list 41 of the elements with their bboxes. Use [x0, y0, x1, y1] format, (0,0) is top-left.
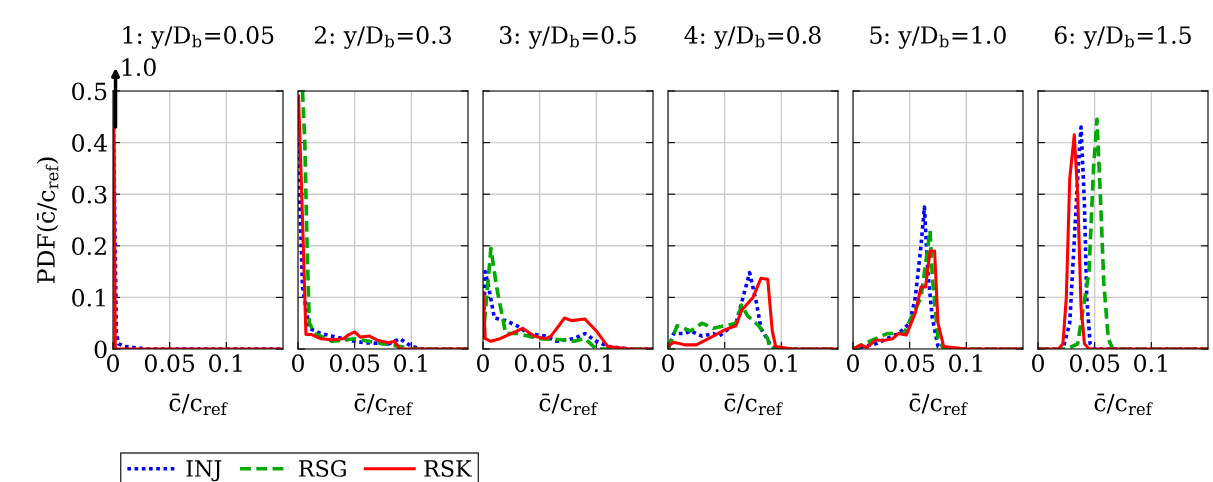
x-axis-title: c̄/c$_{ref}$	[1094, 393, 1153, 416]
x-tick-label: 0	[107, 354, 119, 373]
chart-title: 5: y/D$_{b}$=1.0	[870, 26, 1006, 49]
x-tick-label: 0.05	[144, 354, 195, 373]
x-tick-label: 0.1	[579, 354, 612, 373]
chart-title: 2: y/D$_{b}$=0.3	[314, 26, 451, 49]
x-tick-label: 0	[477, 354, 489, 373]
chart-title: 3: y/D$_{b}$=0.5	[500, 26, 636, 49]
x-axis-title: c̄/c$_{ref}$	[354, 393, 413, 416]
y-tick-label: 0.5	[72, 82, 107, 101]
chart-title: 4: y/D$_{b}$=0.8	[684, 26, 821, 49]
y-tick-label: 0.2	[72, 237, 106, 256]
y-tick-label: 0.3	[72, 185, 107, 204]
y-axis-title: PDF(c̄/c$_{ref}$)	[36, 157, 59, 284]
x-axis-title: c̄/c$_{ref}$	[169, 393, 228, 416]
x-tick-label: 0	[847, 354, 859, 373]
legend-label: RSK	[424, 460, 472, 477]
x-tick-label: 0	[662, 354, 674, 373]
chart-title: 1: y/D$_{b}$=0.05	[123, 26, 274, 49]
x-tick-label: 0.05	[884, 354, 935, 373]
x-tick-label: 0.1	[209, 354, 242, 373]
y-tick-label: 0.1	[72, 288, 105, 307]
x-axis-title: c̄/c$_{ref}$	[909, 393, 968, 416]
x-tick-label: 0	[292, 354, 304, 373]
x-tick-label: 0	[1032, 354, 1044, 373]
x-tick-label: 0.05	[699, 354, 750, 373]
x-tick-label: 0.1	[1134, 354, 1167, 373]
x-axis-title: c̄/c$_{ref}$	[724, 393, 783, 416]
x-tick-label: 0.05	[514, 354, 565, 373]
y-tick-label: 0.4	[72, 134, 107, 152]
x-tick-label: 0.1	[949, 354, 982, 373]
text: 1.0	[122, 58, 156, 77]
legend-label: RSG	[299, 460, 346, 477]
y-tick-label: 0	[94, 340, 107, 359]
x-tick-label: 0.1	[394, 354, 427, 373]
x-tick-label: 0.05	[329, 354, 380, 373]
chart-title: 6: y/D$_{b}$=1.5	[1054, 26, 1191, 49]
x-axis-title: c̄/c$_{ref}$	[539, 393, 598, 416]
x-tick-label: 0.05	[1069, 354, 1120, 373]
x-tick-label: 0.1	[764, 354, 797, 373]
legend-label: INJ	[186, 460, 222, 482]
